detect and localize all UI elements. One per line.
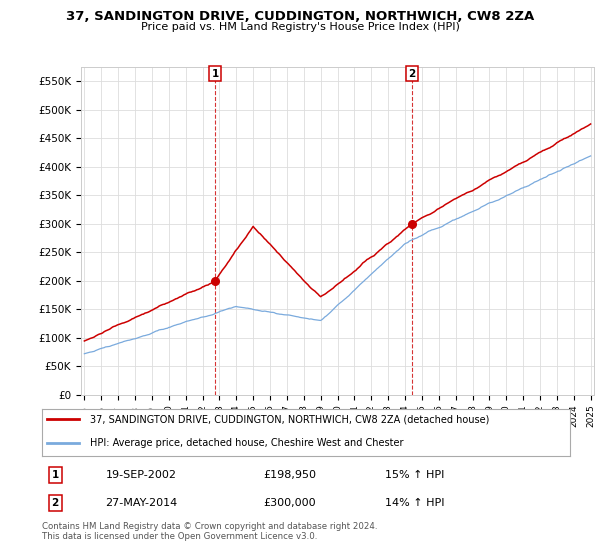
Text: Price paid vs. HM Land Registry's House Price Index (HPI): Price paid vs. HM Land Registry's House … (140, 22, 460, 32)
Text: 2: 2 (52, 498, 59, 508)
Text: 1: 1 (212, 69, 219, 79)
Text: 15% ↑ HPI: 15% ↑ HPI (385, 470, 445, 480)
Text: 37, SANDINGTON DRIVE, CUDDINGTON, NORTHWICH, CW8 2ZA (detached house): 37, SANDINGTON DRIVE, CUDDINGTON, NORTHW… (89, 414, 489, 424)
Text: 1: 1 (52, 470, 59, 480)
Text: 27-MAY-2014: 27-MAY-2014 (106, 498, 178, 508)
Text: 2: 2 (409, 69, 416, 79)
Text: 14% ↑ HPI: 14% ↑ HPI (385, 498, 445, 508)
Text: £198,950: £198,950 (264, 470, 317, 480)
Text: Contains HM Land Registry data © Crown copyright and database right 2024.
This d: Contains HM Land Registry data © Crown c… (42, 522, 377, 542)
Text: 37, SANDINGTON DRIVE, CUDDINGTON, NORTHWICH, CW8 2ZA: 37, SANDINGTON DRIVE, CUDDINGTON, NORTHW… (66, 10, 534, 23)
Text: £300,000: £300,000 (264, 498, 316, 508)
Text: HPI: Average price, detached house, Cheshire West and Chester: HPI: Average price, detached house, Ches… (89, 438, 403, 448)
Text: 19-SEP-2002: 19-SEP-2002 (106, 470, 176, 480)
